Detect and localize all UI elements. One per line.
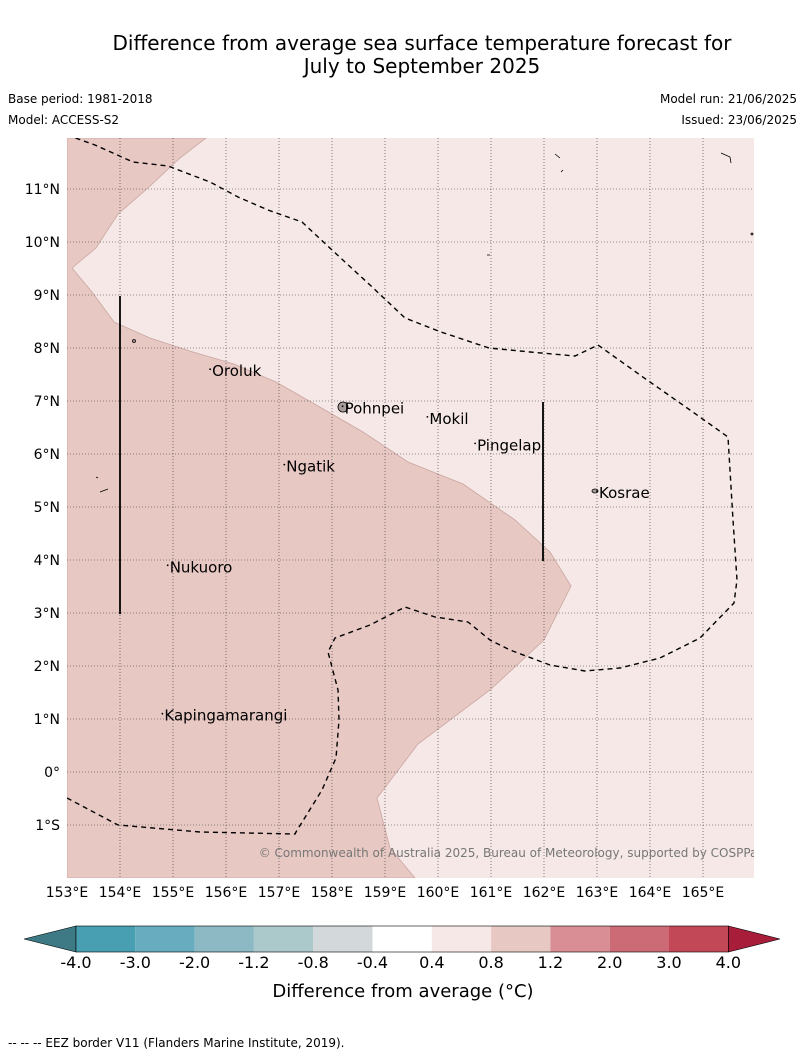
issued-date: Issued: 23/06/2025 xyxy=(681,113,797,127)
minor-islets xyxy=(95,152,732,493)
map-axis-labels: 153°E 154°E 155°E 156°E 157°E 158°E 159°E 160°E… xyxy=(25,182,725,901)
model-name: Model: ACCESS-S2 xyxy=(8,113,120,127)
anomaly-region-warm xyxy=(67,138,572,878)
lon-tick-label: 165°E xyxy=(682,885,725,901)
lon-tick-label: 160°E xyxy=(417,885,460,901)
title-line-2: July to September 2025 xyxy=(303,54,541,78)
lon-tick-label: 153°E xyxy=(46,885,89,901)
lon-tick-label: 162°E xyxy=(523,885,566,901)
lon-tick-label: 154°E xyxy=(99,885,142,901)
island-marker xyxy=(474,442,476,445)
island-marker xyxy=(341,405,344,408)
islands xyxy=(95,152,754,494)
lat-tick-label: 7°N xyxy=(34,394,60,410)
colorbar-tick-label: 1.2 xyxy=(538,953,563,972)
minor-islet-east xyxy=(750,232,754,236)
lon-tick-label: 155°E xyxy=(152,885,195,901)
colorbar-tick-label: 4.0 xyxy=(716,953,741,972)
colorbar-segment xyxy=(135,926,195,952)
lat-tick-label: 6°N xyxy=(34,447,60,463)
island-kosrae: Kosrae xyxy=(596,484,650,502)
island-label: Kapingamarangi xyxy=(164,707,287,725)
colorbar-segment xyxy=(313,926,373,952)
island-label: Oroluk xyxy=(212,362,261,380)
colorbar-tick-label: -0.4 xyxy=(357,953,388,972)
colorbar: -4.0 -3.0 -2.0 -1.2 -0.8 -0.4 0.4 0.8 1.2 2.0 3.0 4… xyxy=(23,925,781,972)
colorbar-tick-label: -3.0 xyxy=(120,953,151,972)
lon-tick-label: 163°E xyxy=(576,885,619,901)
lon-tick-label: 161°E xyxy=(470,885,513,901)
colorbar-label: Difference from average (°C) xyxy=(272,981,533,1002)
island-marker xyxy=(209,368,212,371)
map-grid xyxy=(67,138,754,878)
lat-tick-label: 0° xyxy=(44,765,60,781)
island-oroluk: Oroluk xyxy=(209,362,262,380)
island-marker xyxy=(283,463,286,466)
eez-footnote: -- -- -- EEZ border V11 (Flanders Marine… xyxy=(8,1036,345,1050)
lon-tick-label: 158°E xyxy=(311,885,354,901)
lat-tick-label: 9°N xyxy=(34,288,60,304)
island-label: Nukuoro xyxy=(170,558,233,576)
map-figure: Oroluk Pohnpei Mokil Pingelap Ngatik Kosrae Nu… xyxy=(23,138,781,1002)
base-period: Base period: 1981-2018 xyxy=(8,92,153,106)
colorbar-segment xyxy=(669,926,729,952)
model-run: Model run: 21/06/2025 xyxy=(659,92,797,106)
island-pingelap: Pingelap xyxy=(474,436,541,454)
lat-tick-label: 11°N xyxy=(25,182,60,198)
island-marker xyxy=(166,564,169,567)
island-pohnpei: Pohnpei xyxy=(341,399,405,417)
island-mokil: Mokil xyxy=(426,410,469,428)
island-marker xyxy=(161,712,164,715)
lat-tick-label: 2°N xyxy=(34,659,60,675)
colorbar-tick-label: 0.8 xyxy=(478,953,503,972)
colorbar-segment xyxy=(253,926,314,952)
lat-tick-label: 3°N xyxy=(34,606,60,622)
island-ngatik: Ngatik xyxy=(283,458,335,476)
lat-tick-label: 10°N xyxy=(25,235,60,251)
colorbar-segment xyxy=(372,926,432,952)
lat-tick-label: 4°N xyxy=(34,553,60,569)
colorbar-tick-label: -1.2 xyxy=(238,953,269,972)
colorbar-tick-label: -4.0 xyxy=(60,953,91,972)
lat-tick-label: 5°N xyxy=(34,500,60,516)
lat-tick-label: 8°N xyxy=(34,341,60,357)
island-labels: Oroluk Pohnpei Mokil Pingelap Ngatik Kosrae Nu… xyxy=(161,362,650,725)
colorbar-segment xyxy=(76,926,136,952)
colorbar-segment xyxy=(491,926,551,952)
title-line-1: Difference from average sea surface temp… xyxy=(112,31,732,55)
lat-tick-label: 1°N xyxy=(34,712,60,728)
kosrae-island-shape xyxy=(591,488,599,494)
map-title: Difference from average sea surface temp… xyxy=(0,32,804,78)
island-label: Ngatik xyxy=(286,458,335,476)
colorbar-tick-label: -0.8 xyxy=(298,953,329,972)
colorbar-tick-label: 3.0 xyxy=(656,953,681,972)
lon-tick-label: 156°E xyxy=(205,885,248,901)
island-label: Kosrae xyxy=(599,484,650,502)
colorbar-frame xyxy=(75,925,729,953)
island-label: Mokil xyxy=(429,410,468,428)
colorbar-tick-label: 0.4 xyxy=(419,953,444,972)
lat-tick-label: 1°S xyxy=(35,818,60,834)
colorbar-segment xyxy=(431,926,492,952)
island-kapingamarangi: Kapingamarangi xyxy=(161,707,287,725)
lon-tick-label: 157°E xyxy=(258,885,301,901)
lon-tick-label: 159°E xyxy=(364,885,407,901)
colorbar-under-arrow xyxy=(23,925,77,953)
lon-tick-label: 164°E xyxy=(629,885,672,901)
island-marker xyxy=(596,490,598,492)
colorbar-tick-label: -2.0 xyxy=(179,953,210,972)
eez-border-north xyxy=(67,138,738,835)
map-area: Oroluk Pohnpei Mokil Pingelap Ngatik Kosrae Nu… xyxy=(67,138,764,878)
island-marker xyxy=(426,416,429,418)
colorbar-over-arrow xyxy=(727,925,781,953)
copyright-notice: © Commonwealth of Australia 2025, Bureau… xyxy=(259,846,764,860)
island-label: Pingelap xyxy=(477,436,541,454)
island-nukuoro: Nukuoro xyxy=(166,558,233,576)
colorbar-segment xyxy=(609,926,669,952)
minor-islet-west xyxy=(132,339,136,343)
colorbar-tick-label: 2.0 xyxy=(597,953,622,972)
colorbar-segment xyxy=(194,926,254,952)
colorbar-segment xyxy=(550,926,610,952)
island-label: Pohnpei xyxy=(345,399,405,417)
